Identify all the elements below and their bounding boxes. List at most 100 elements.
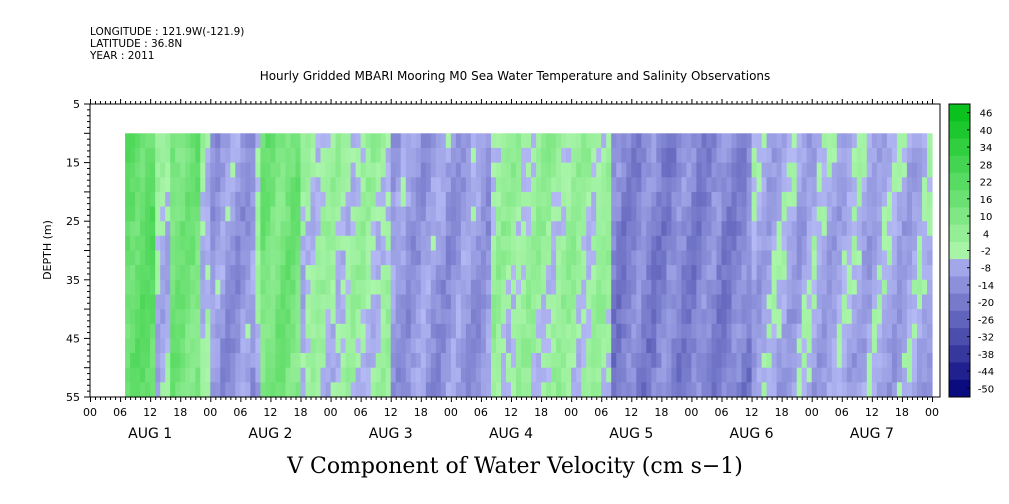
heat-cell — [816, 294, 823, 310]
heat-cell — [280, 235, 287, 252]
heat-cell — [345, 206, 352, 222]
heat-cell — [390, 221, 397, 237]
heat-cell — [480, 382, 487, 398]
heat-cell — [415, 279, 422, 296]
heat-cell — [796, 338, 803, 354]
heat-cell — [305, 279, 312, 296]
heat-cell — [751, 147, 758, 164]
x-tick-label: 06 — [835, 406, 849, 419]
heat-cell — [275, 338, 281, 354]
heat-cell — [145, 382, 151, 398]
heat-cell — [360, 382, 367, 398]
heat-cell — [651, 133, 657, 149]
heat-cell — [385, 147, 392, 164]
heat-cell — [435, 294, 442, 310]
heat-cell — [891, 279, 898, 296]
heat-cell — [280, 250, 287, 266]
heat-cell — [150, 162, 156, 178]
heat-cell — [676, 177, 682, 193]
heat-cell — [886, 338, 893, 354]
heat-cell — [541, 323, 547, 339]
heat-cell — [335, 353, 342, 369]
heat-cell — [561, 177, 567, 193]
heat-cell — [636, 177, 642, 193]
heat-cell — [250, 294, 256, 310]
heat-cell — [706, 221, 713, 237]
heat-cell — [130, 294, 136, 310]
heat-cell — [210, 338, 216, 354]
heat-cell — [736, 147, 743, 164]
heat-cell — [325, 294, 332, 310]
heat-cell — [375, 206, 382, 222]
heat-cell — [155, 221, 161, 237]
heat-cell — [636, 191, 642, 208]
heat-cell — [846, 221, 853, 237]
heat-cell — [516, 191, 522, 208]
heat-cell — [646, 191, 652, 208]
heat-cell — [611, 367, 617, 383]
heat-cell — [876, 147, 883, 164]
heat-cell — [180, 294, 186, 310]
heat-cell — [711, 235, 718, 252]
heat-cell — [851, 162, 858, 178]
heat-cell — [866, 353, 873, 369]
heat-cell — [631, 279, 637, 296]
colorbar-label: 16 — [980, 195, 993, 206]
heat-cell — [140, 177, 146, 193]
heat-cell — [501, 147, 507, 164]
heat-cell — [671, 279, 677, 296]
heat-cell — [200, 353, 206, 369]
heat-cell — [841, 206, 848, 222]
heat-cell — [531, 206, 537, 222]
heat-cell — [876, 221, 883, 237]
heat-cell — [496, 323, 502, 339]
heat-cell — [496, 133, 502, 149]
heat-cell — [861, 323, 868, 339]
heat-cell — [360, 191, 367, 208]
heat-cell — [836, 147, 843, 164]
heat-cell — [145, 235, 151, 252]
heat-cell — [435, 177, 442, 193]
heat-cell — [385, 206, 392, 222]
heat-cell — [801, 250, 808, 266]
heat-cell — [746, 323, 753, 339]
heat-cell — [200, 382, 206, 398]
heat-cell — [340, 338, 347, 354]
heat-cell — [335, 294, 342, 310]
heat-cell — [806, 206, 813, 222]
heat-cell — [235, 382, 241, 398]
heat-cell — [415, 367, 422, 383]
heat-cell — [275, 382, 281, 398]
heat-cell — [731, 382, 738, 398]
heat-cell — [811, 177, 818, 193]
heat-cell — [230, 147, 236, 164]
heat-cell — [450, 133, 457, 149]
heat-cell — [646, 265, 652, 281]
heat-cell — [856, 133, 863, 149]
heat-cell — [210, 191, 216, 208]
heat-cell — [586, 338, 592, 354]
heat-cell — [866, 323, 873, 339]
heat-cell — [861, 221, 868, 237]
heat-cell — [691, 206, 697, 222]
heat-cell — [175, 309, 181, 325]
heat-cell — [400, 338, 407, 354]
heat-cell — [365, 265, 372, 281]
heat-cell — [155, 323, 161, 339]
heat-cell — [901, 162, 908, 178]
heat-cell — [375, 279, 382, 296]
heat-cell — [731, 206, 738, 222]
heat-cell — [130, 382, 136, 398]
colorbar-label: -2 — [981, 247, 991, 258]
heat-cell — [360, 309, 367, 325]
heat-cell — [270, 162, 276, 178]
heat-cell — [801, 221, 808, 237]
heat-cell — [666, 147, 672, 164]
heat-cell — [876, 382, 883, 398]
colorbar-label: 40 — [980, 126, 993, 137]
heat-cell — [896, 294, 903, 310]
heat-cell — [435, 133, 442, 149]
heat-cell — [927, 250, 933, 266]
heat-cell — [866, 279, 873, 296]
heat-cell — [295, 250, 302, 266]
